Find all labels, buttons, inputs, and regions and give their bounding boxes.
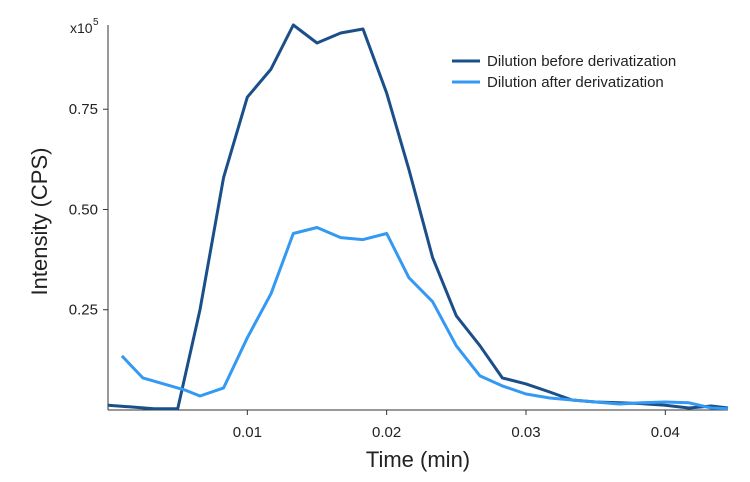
- y-tick-label: 0.50: [69, 201, 98, 218]
- series-lines: [107, 23, 729, 411]
- series-line-2: [120, 226, 729, 411]
- x-tick-label: 0.03: [511, 424, 540, 441]
- y-axis-title: Intensity (CPS): [27, 148, 52, 296]
- legend-label-2: Dilution after derivatization: [487, 74, 664, 91]
- x-tick-label: 0.04: [651, 424, 680, 441]
- y-axis-multiplier: x10 5: [70, 17, 99, 36]
- x-axis-title: Time (min): [366, 447, 470, 472]
- x-tick-label: 0.01: [233, 424, 262, 441]
- y-tick-label: 0.75: [69, 101, 98, 118]
- x-ticks: 0.01 0.02 0.03 0.04: [233, 410, 680, 441]
- legend: Dilution before derivatization Dilution a…: [452, 53, 676, 91]
- y-tick-label: 0.25: [69, 302, 98, 319]
- axes: [107, 25, 728, 411]
- y-multiplier-base: x10: [70, 20, 93, 36]
- y-ticks: 0.25 0.50 0.75: [69, 101, 108, 319]
- y-multiplier-exponent: 5: [93, 17, 99, 28]
- legend-label-1: Dilution before derivatization: [487, 53, 676, 70]
- x-tick-label: 0.02: [372, 424, 401, 441]
